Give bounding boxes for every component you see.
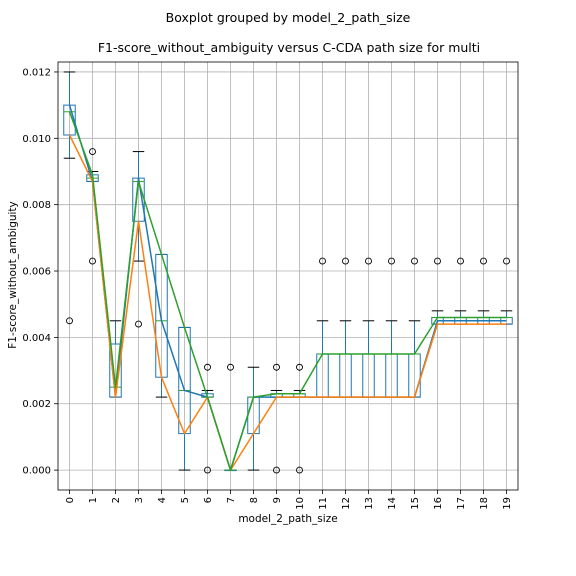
y-axis-label: F1-score_without_ambiguity: [7, 201, 19, 349]
flier-15-0: [411, 257, 418, 265]
flier-16-0: [434, 257, 441, 265]
x-tick-label-16: 16: [433, 497, 444, 510]
x-tick-label-17: 17: [456, 497, 467, 510]
y-tick-label-3: 0.006: [22, 267, 51, 278]
flier-9-0: [273, 363, 280, 371]
y-tick-label-6: 0.012: [22, 67, 51, 78]
x-tick-label-4: 4: [157, 497, 168, 503]
x-tick-label-6: 6: [203, 497, 214, 503]
grid: [58, 62, 518, 490]
series-line-2: [68, 111, 507, 471]
y-tick-label-5: 0.010: [22, 134, 51, 145]
x-tick-label-0: 0: [65, 497, 76, 503]
flier-7-0: [227, 363, 234, 371]
flier-14-0: [388, 257, 395, 265]
series-line-0: [68, 104, 507, 471]
x-axis-label: model_2_path_size: [238, 513, 337, 525]
series-line-1: [68, 134, 507, 471]
flier-10-0: [296, 363, 303, 371]
y-tick-label-0: 0.000: [22, 466, 51, 477]
flier-1-0: [89, 148, 96, 156]
x-tick-label-18: 18: [479, 497, 490, 510]
flier-3-0: [135, 320, 142, 328]
flier-12-0: [342, 257, 349, 265]
x-ticks: 0 1 2 3 4 5 6 7 8 9 10 11 12 13 14 15 16 17 18 19: [65, 490, 513, 510]
x-tick-label-5: 5: [180, 497, 191, 503]
flier-11-0: [319, 257, 326, 265]
chart-title: F1-score_without_ambiguity versus C-CDA …: [98, 40, 480, 55]
y-tick-label-1: 0.002: [22, 399, 51, 410]
x-tick-label-1: 1: [88, 497, 99, 503]
x-tick-label-9: 9: [272, 497, 283, 503]
flier-6-0: [204, 363, 211, 371]
y-ticks: 0.000 0.002 0.004 0.006 0.008 0.010 0.012: [22, 67, 58, 477]
flier-1-1: [89, 257, 96, 265]
x-tick-label-19: 19: [502, 497, 513, 510]
x-tick-label-2: 2: [111, 497, 122, 503]
x-tick-label-3: 3: [134, 497, 145, 503]
x-tick-label-12: 12: [341, 497, 352, 510]
flier-0-0: [66, 317, 73, 325]
x-tick-label-13: 13: [364, 497, 375, 510]
x-tick-label-11: 11: [318, 497, 329, 510]
x-tick-label-15: 15: [410, 497, 421, 510]
flier-19-0: [503, 257, 510, 265]
y-tick-label-4: 0.008: [22, 200, 51, 211]
flier-17-0: [457, 257, 464, 265]
chart-suptitle: Boxplot grouped by model_2_path_size: [166, 10, 411, 25]
flier-10-1: [296, 466, 303, 474]
flier-18-0: [480, 257, 487, 265]
x-tick-label-7: 7: [226, 497, 237, 503]
plot-frame: [57, 61, 519, 491]
flier-6-1: [204, 466, 211, 474]
flier-13-0: [365, 257, 372, 265]
x-tick-label-10: 10: [295, 497, 306, 510]
x-tick-label-14: 14: [387, 497, 398, 510]
fliers: [66, 148, 510, 474]
x-tick-label-8: 8: [249, 497, 260, 503]
series-lines: [68, 104, 507, 471]
flier-9-1: [273, 466, 280, 474]
y-tick-label-2: 0.004: [22, 333, 51, 344]
